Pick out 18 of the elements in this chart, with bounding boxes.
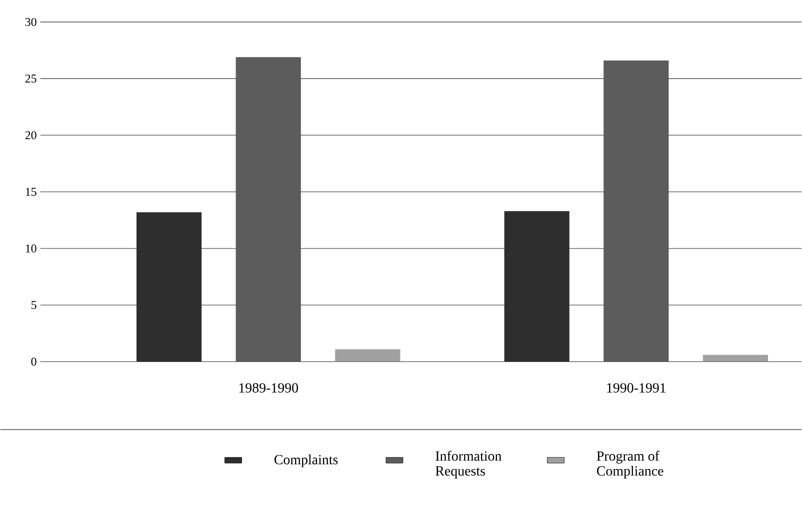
y-tick-label: 10: [26, 244, 36, 253]
legend-label: Information Requests: [436, 450, 502, 479]
y-tick-label: 30: [25, 18, 36, 26]
x-tick-label: 1989-1990: [239, 383, 298, 393]
bar: [504, 211, 570, 362]
y-tick-label: 25: [25, 74, 36, 83]
bar: [236, 57, 301, 362]
bar: [604, 60, 669, 362]
y-tick-label: 0: [31, 358, 36, 366]
bar: [335, 349, 400, 362]
legend-label: Complaints: [274, 454, 338, 468]
bar: [702, 355, 768, 362]
bar: [136, 212, 202, 362]
x-tick-label: 1990-1991: [607, 383, 666, 393]
legend-label: Program of Compliance: [596, 450, 664, 479]
y-tick-label: 20: [25, 131, 36, 140]
y-tick-label: 15: [26, 188, 36, 196]
y-tick-label: 5: [32, 301, 36, 310]
